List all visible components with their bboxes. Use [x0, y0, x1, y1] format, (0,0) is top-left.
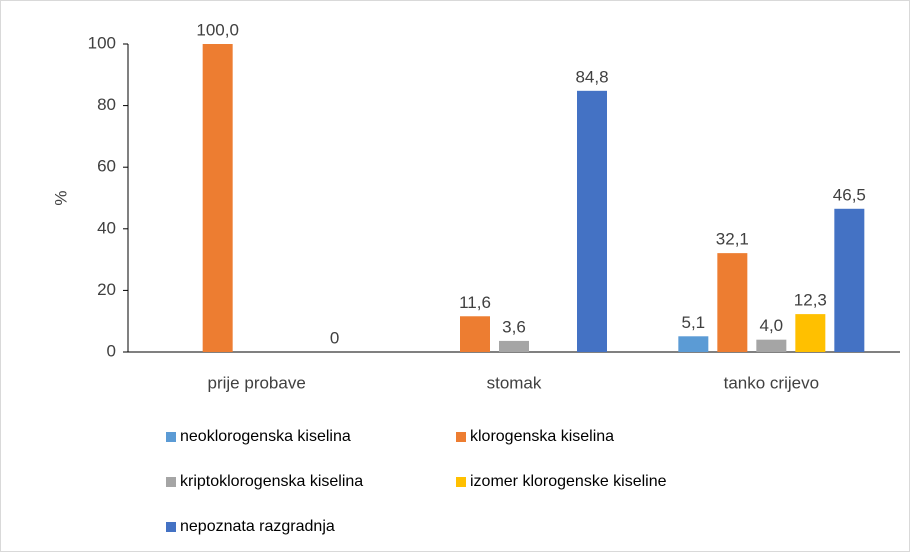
bar — [460, 316, 490, 352]
y-tick-label: 0 — [107, 341, 116, 360]
y-tick-label: 40 — [97, 218, 116, 237]
data-label: 46,5 — [833, 185, 866, 204]
y-axis-label: % — [51, 190, 70, 205]
y-tick-label: 20 — [97, 280, 116, 299]
legend-label: klorogenska kiselina — [470, 428, 614, 445]
legend-swatch — [456, 477, 466, 487]
data-label: 100,0 — [196, 20, 239, 39]
y-tick-label: 60 — [97, 157, 116, 176]
data-label: 0 — [330, 328, 339, 347]
data-label: 32,1 — [716, 230, 749, 249]
data-label: 4,0 — [760, 316, 784, 335]
bar — [795, 314, 826, 352]
legend-label: neoklorogenska kiselina — [180, 428, 351, 445]
data-label: 84,8 — [575, 67, 608, 86]
data-label: 5,1 — [682, 313, 706, 332]
data-label: 12,3 — [794, 291, 827, 310]
bar — [577, 90, 607, 352]
bar — [834, 208, 865, 352]
legend-swatch — [166, 477, 176, 487]
data-label: 3,6 — [502, 317, 526, 336]
legend-label: izomer klorogenske kiseline — [470, 473, 667, 490]
legend-swatch — [456, 432, 466, 442]
x-tick-label: prije probave — [208, 373, 306, 392]
bar — [202, 44, 233, 352]
bar — [756, 339, 787, 352]
x-tick-label: stomak — [487, 373, 542, 392]
legend-swatch — [166, 432, 176, 442]
data-label: 11,6 — [459, 293, 491, 312]
x-tick-label: tanko crijevo — [724, 373, 819, 392]
legend-swatch — [166, 522, 176, 532]
bar — [717, 253, 748, 352]
bar — [678, 336, 709, 352]
bar — [499, 340, 529, 352]
y-tick-label: 100 — [88, 33, 116, 52]
y-tick-label: 80 — [97, 95, 116, 114]
legend-label: kriptoklorogenska kiselina — [180, 473, 363, 490]
legend-label: nepoznata razgradnja — [180, 518, 335, 535]
